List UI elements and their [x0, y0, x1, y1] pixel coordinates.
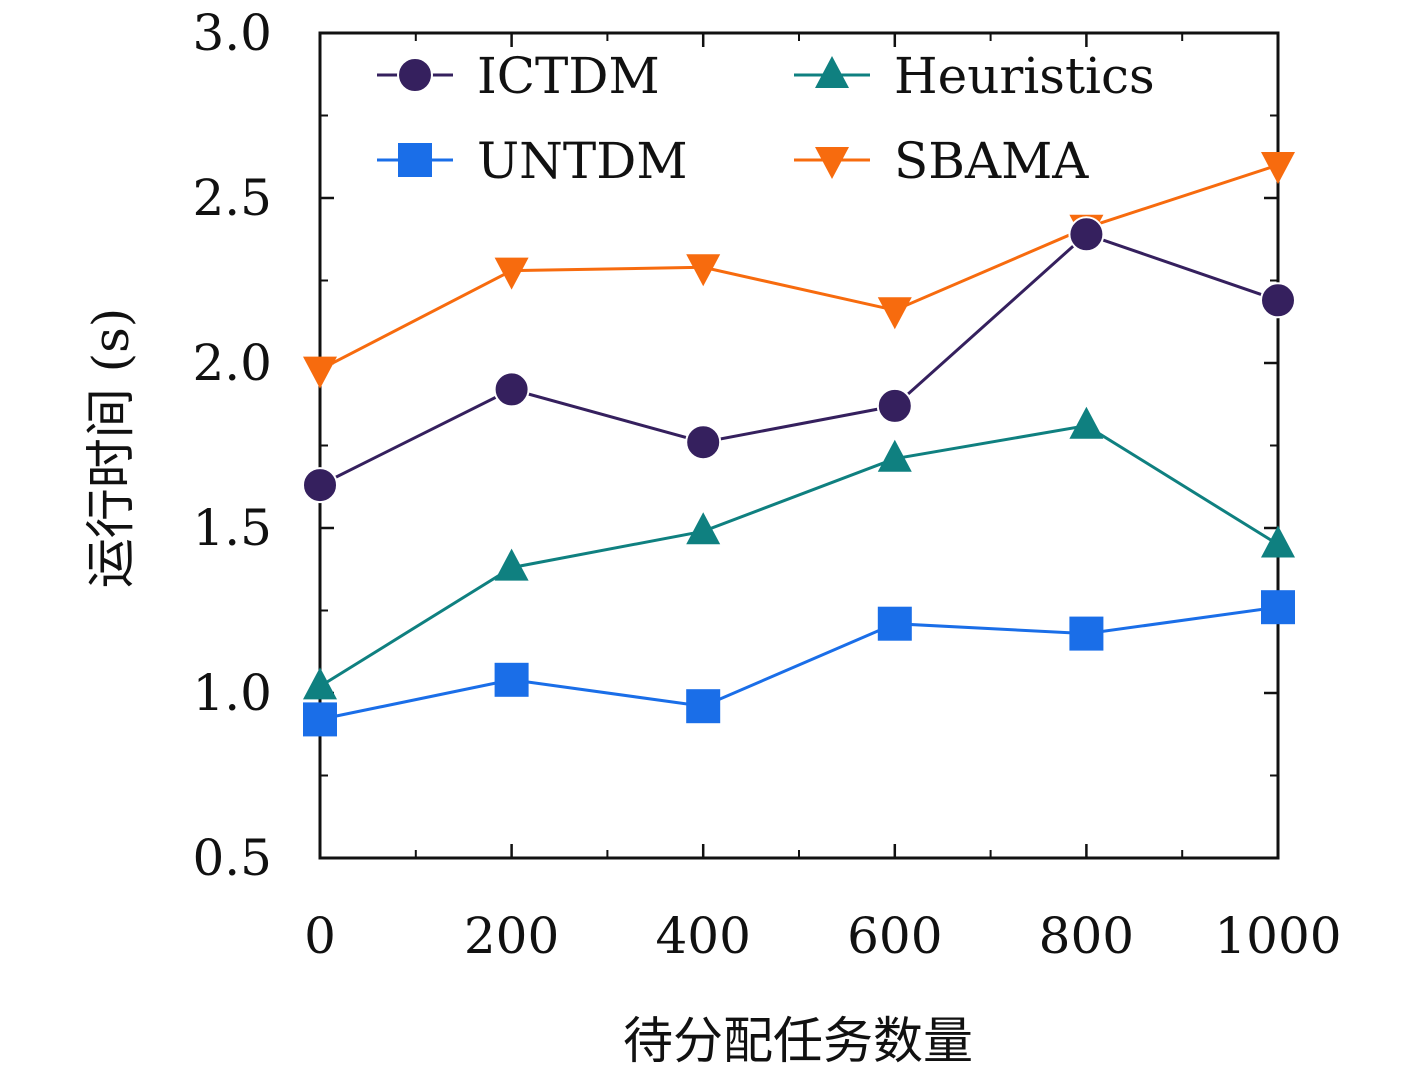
y-tick-label: 0.5	[192, 829, 272, 887]
y-tick-label: 1.5	[192, 499, 272, 557]
series-line-ictdm	[319, 232, 1279, 487]
point-ictdm	[493, 371, 530, 408]
series-sbama	[303, 152, 1295, 389]
point-ictdm	[685, 424, 722, 461]
legend-marker-sbama	[815, 147, 849, 179]
point-untdm	[1261, 590, 1295, 625]
x-tick-label: 0	[304, 907, 336, 965]
series-heuristics	[303, 406, 1295, 700]
legend-item-sbama: SBAMA	[794, 132, 1089, 190]
series-line-heuristics	[319, 424, 1279, 688]
x-tick-label: 1000	[1214, 907, 1341, 965]
legend-item-ictdm: ICTDM	[377, 47, 660, 105]
legend-label-ictdm: ICTDM	[477, 47, 660, 105]
legend-label-heuristics: Heuristics	[894, 47, 1155, 105]
point-sbama	[686, 254, 721, 287]
legend-marker-heuristics	[815, 56, 849, 88]
point-untdm	[686, 689, 721, 724]
legend-label-sbama: SBAMA	[894, 132, 1089, 190]
point-sbama	[1261, 152, 1295, 184]
point-heuristics	[1069, 406, 1104, 439]
y-tick-label: 3.0	[192, 4, 272, 62]
y-tick-label: 2.0	[192, 334, 272, 392]
x-axis-label: 待分配任务数量	[623, 1012, 973, 1070]
point-heuristics	[303, 667, 337, 700]
series-layer	[302, 152, 1296, 737]
x-tick-label: 600	[847, 907, 942, 965]
point-untdm	[877, 606, 912, 641]
point-sbama	[877, 297, 912, 330]
y-tick-label: 1.0	[192, 664, 272, 722]
legend-marker-untdm	[398, 143, 432, 177]
series-line-untdm	[319, 605, 1279, 721]
legend-item-heuristics: Heuristics	[794, 47, 1155, 105]
plot-frame	[318, 31, 1280, 860]
legend-label-untdm: UNTDM	[477, 132, 688, 190]
point-heuristics	[1261, 525, 1295, 558]
plot-border	[318, 31, 1280, 860]
x-tick-label: 800	[1039, 907, 1134, 965]
y-tick-label: 2.5	[192, 169, 272, 227]
point-sbama	[494, 257, 529, 290]
axis-ticks: 0 200 400 600 800 1000 0.5 1.0 1.5 2.0 2.5 3.0	[192, 4, 1341, 965]
x-tick-label: 200	[464, 907, 559, 965]
legend-item-untdm: UNTDM	[377, 132, 688, 190]
point-sbama	[303, 356, 337, 389]
point-untdm	[303, 702, 337, 737]
point-ictdm	[876, 387, 913, 424]
point-ictdm	[302, 467, 338, 504]
point-heuristics	[494, 548, 529, 581]
point-ictdm	[1068, 216, 1105, 253]
x-tick-label: 400	[655, 907, 750, 965]
point-untdm	[494, 662, 529, 697]
point-heuristics	[877, 439, 912, 472]
series-line-sbama	[319, 163, 1279, 371]
point-untdm	[1069, 616, 1104, 651]
y-axis-label: 运行时间 (s)	[82, 308, 140, 589]
legend-marker-ictdm	[397, 57, 433, 93]
series-ictdm	[302, 216, 1296, 504]
legend: ICTDM Heuristics UNTDM SBAMA	[377, 47, 1155, 190]
series-untdm	[303, 590, 1295, 737]
point-ictdm	[1260, 282, 1296, 319]
point-heuristics	[686, 512, 721, 545]
